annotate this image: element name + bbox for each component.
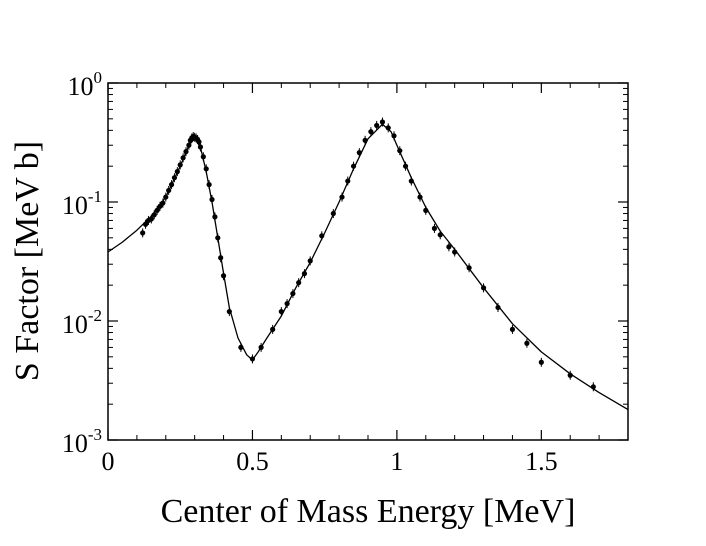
data-point (538, 359, 544, 365)
data-point (270, 326, 276, 332)
data-point (423, 207, 429, 213)
x-tick-label: 1 (390, 447, 403, 476)
data-point (197, 144, 204, 150)
data-point (203, 166, 209, 172)
data-point (166, 187, 172, 194)
data-point (212, 214, 218, 220)
data-point (368, 129, 374, 135)
data-point (397, 148, 403, 154)
data-point (200, 154, 206, 160)
data-point (345, 178, 351, 184)
data-point (567, 372, 573, 378)
y-tick-label: 100 (68, 68, 103, 101)
data-point (206, 182, 212, 188)
data-point (258, 344, 264, 350)
data-point (339, 194, 345, 200)
data-point (284, 301, 290, 307)
data-point (446, 244, 452, 250)
data-point (174, 169, 180, 175)
data-point (238, 344, 244, 350)
data-point (319, 233, 325, 239)
data-point (168, 182, 175, 188)
data-point (301, 271, 308, 277)
data-point (509, 326, 516, 332)
x-axis-label: Center of Mass Energy [MeV] (161, 493, 576, 530)
data-point (431, 225, 438, 231)
data-point (362, 137, 368, 143)
data-point (142, 221, 149, 227)
data-point (437, 232, 443, 238)
data-point (330, 210, 336, 217)
tick-marks (107, 82, 629, 441)
plot-frame (107, 82, 629, 441)
data-point (209, 196, 215, 203)
data-point (220, 273, 227, 279)
data-point (278, 308, 284, 315)
tick-labels: 0 0.5 1 1.5 100 10-1 10-2 10-3 (62, 68, 558, 476)
y-tick-label: 10-1 (62, 187, 102, 220)
x-tick-label: 0.5 (236, 447, 269, 476)
data-point (148, 216, 154, 222)
data-point (385, 125, 391, 131)
y-tick-label: 10-2 (62, 306, 102, 339)
y-tick-label: 10-3 (62, 425, 102, 458)
data-point (350, 163, 357, 169)
data-point (379, 119, 386, 125)
data-point (183, 149, 189, 155)
y-axis-label: S Factor [MeV b] (9, 141, 46, 381)
data-point (417, 194, 423, 200)
data-point (307, 258, 313, 264)
fit-curve-group (107, 123, 629, 411)
data-point (402, 163, 409, 169)
data-point (296, 280, 302, 286)
data-point (171, 175, 178, 181)
data-point (154, 207, 160, 213)
fit-curve (107, 123, 629, 411)
data-point (151, 212, 157, 218)
data-point (590, 384, 596, 390)
data-point (495, 304, 501, 311)
data-point (226, 308, 232, 315)
data-point (215, 235, 221, 241)
x-tick-label: 0 (102, 447, 115, 476)
data-point (140, 230, 146, 236)
data-points-group (140, 117, 596, 392)
data-point (290, 290, 296, 297)
data-point (391, 133, 397, 139)
data-point (452, 249, 458, 255)
data-point (177, 162, 183, 168)
data-point (249, 356, 256, 362)
data-point (374, 122, 380, 129)
data-point (408, 178, 414, 184)
data-point (480, 285, 487, 291)
data-point (180, 155, 186, 161)
data-point (466, 265, 472, 271)
data-point (218, 255, 224, 261)
x-tick-label: 1.5 (525, 447, 558, 476)
data-point (160, 200, 166, 206)
data-point (524, 340, 530, 346)
data-point (356, 150, 362, 156)
data-point (163, 194, 169, 200)
